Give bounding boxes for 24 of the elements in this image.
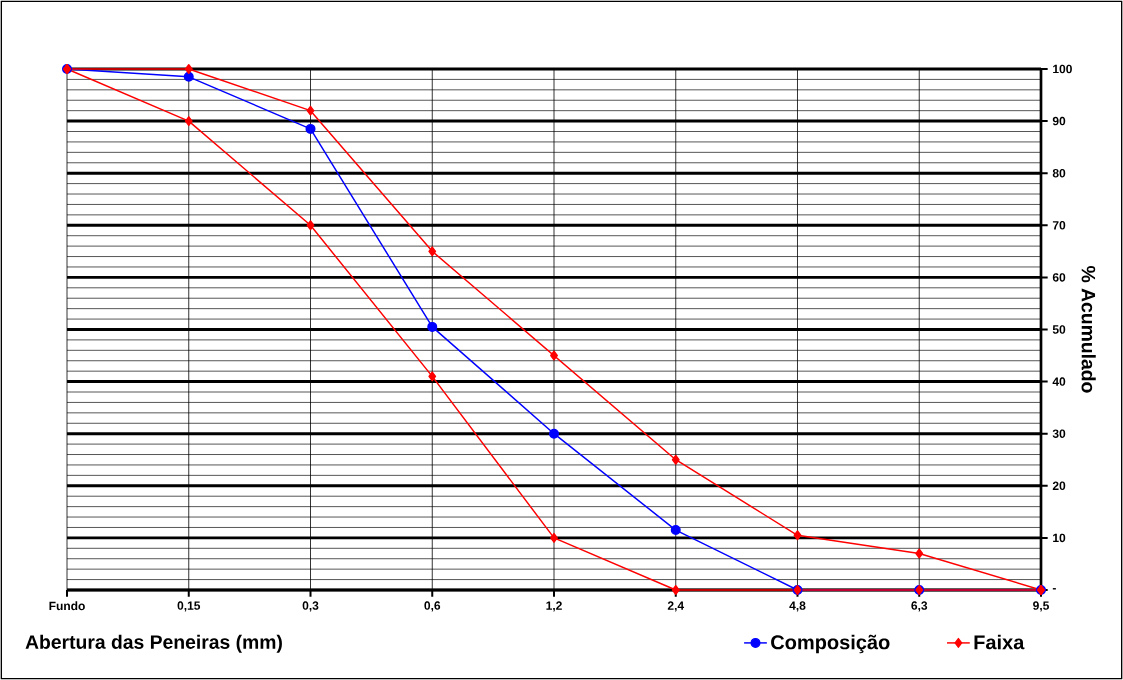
- x-tick-label: 6,3: [911, 601, 928, 612]
- y-tick-label: 70: [1052, 221, 1066, 230]
- y-tick-label: 20: [1052, 481, 1066, 491]
- y-tick-label: -: [1052, 588, 1056, 590]
- y-tick-label: 60: [1052, 273, 1066, 282]
- x-tick-label: 2,4: [667, 601, 685, 612]
- x-axis-title: Abertura das Peneiras (mm): [25, 634, 282, 653]
- x-tick-label: 0,3: [302, 601, 319, 612]
- y-tick-label: 100: [1053, 64, 1072, 74]
- y-tick-label: 30: [1052, 429, 1066, 438]
- legend-label: Faixa: [974, 634, 1025, 650]
- x-tick-label: 0,15: [177, 601, 201, 612]
- x-tick-label: 1,2: [546, 601, 562, 612]
- y-tick-label: 10: [1053, 533, 1066, 543]
- x-tick-label: Fundo: [49, 601, 85, 611]
- y-tick-label: 90: [1052, 116, 1066, 126]
- x-tick-label: 9,5: [1033, 601, 1049, 612]
- x-tick-label: 4,8: [789, 601, 806, 612]
- legend-label: Composição: [771, 634, 890, 654]
- y-tick-label: 40: [1052, 377, 1066, 386]
- x-tick-label: 0,6: [424, 601, 441, 612]
- y-tick-label: 50: [1052, 325, 1066, 334]
- y-tick-label: 80: [1052, 168, 1066, 178]
- y-axis-title: % Acumulado: [1081, 266, 1096, 393]
